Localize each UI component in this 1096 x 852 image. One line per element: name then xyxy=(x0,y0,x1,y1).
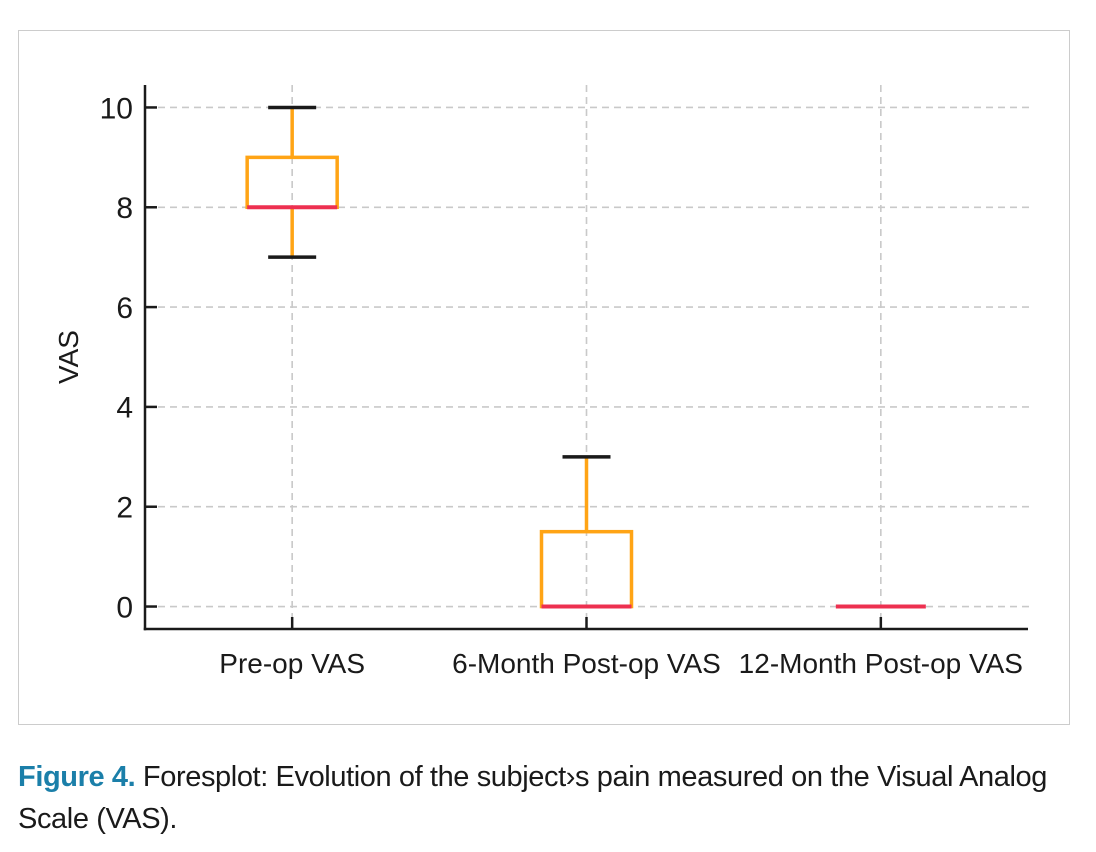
y-axis-title: VAS xyxy=(53,330,84,384)
y-tick-label: 10 xyxy=(100,92,133,125)
x-category-label: 12-Month Post-op VAS xyxy=(739,648,1023,679)
figure-caption-label: Figure 4. xyxy=(18,761,136,793)
y-tick-label: 0 xyxy=(116,591,133,624)
y-tick-label: 2 xyxy=(116,492,133,525)
figure-caption-text: Foresplot: Evolution of the subject›s pa… xyxy=(18,761,1047,835)
chart-panel xyxy=(18,30,1070,725)
y-tick-label: 6 xyxy=(116,292,133,325)
figure-caption: Figure 4. Foresplot: Evolution of the su… xyxy=(18,756,1058,840)
x-category-label: Pre-op VAS xyxy=(219,648,365,679)
y-tick-label: 4 xyxy=(116,392,133,425)
y-tick-label: 8 xyxy=(116,192,133,225)
vas-boxplot-chart: 0 2 4 6 8 10 Pre-op VAS 6-Month Post-op VAS 12-M… xyxy=(53,85,1031,679)
x-category-label: 6-Month Post-op VAS xyxy=(452,648,721,679)
